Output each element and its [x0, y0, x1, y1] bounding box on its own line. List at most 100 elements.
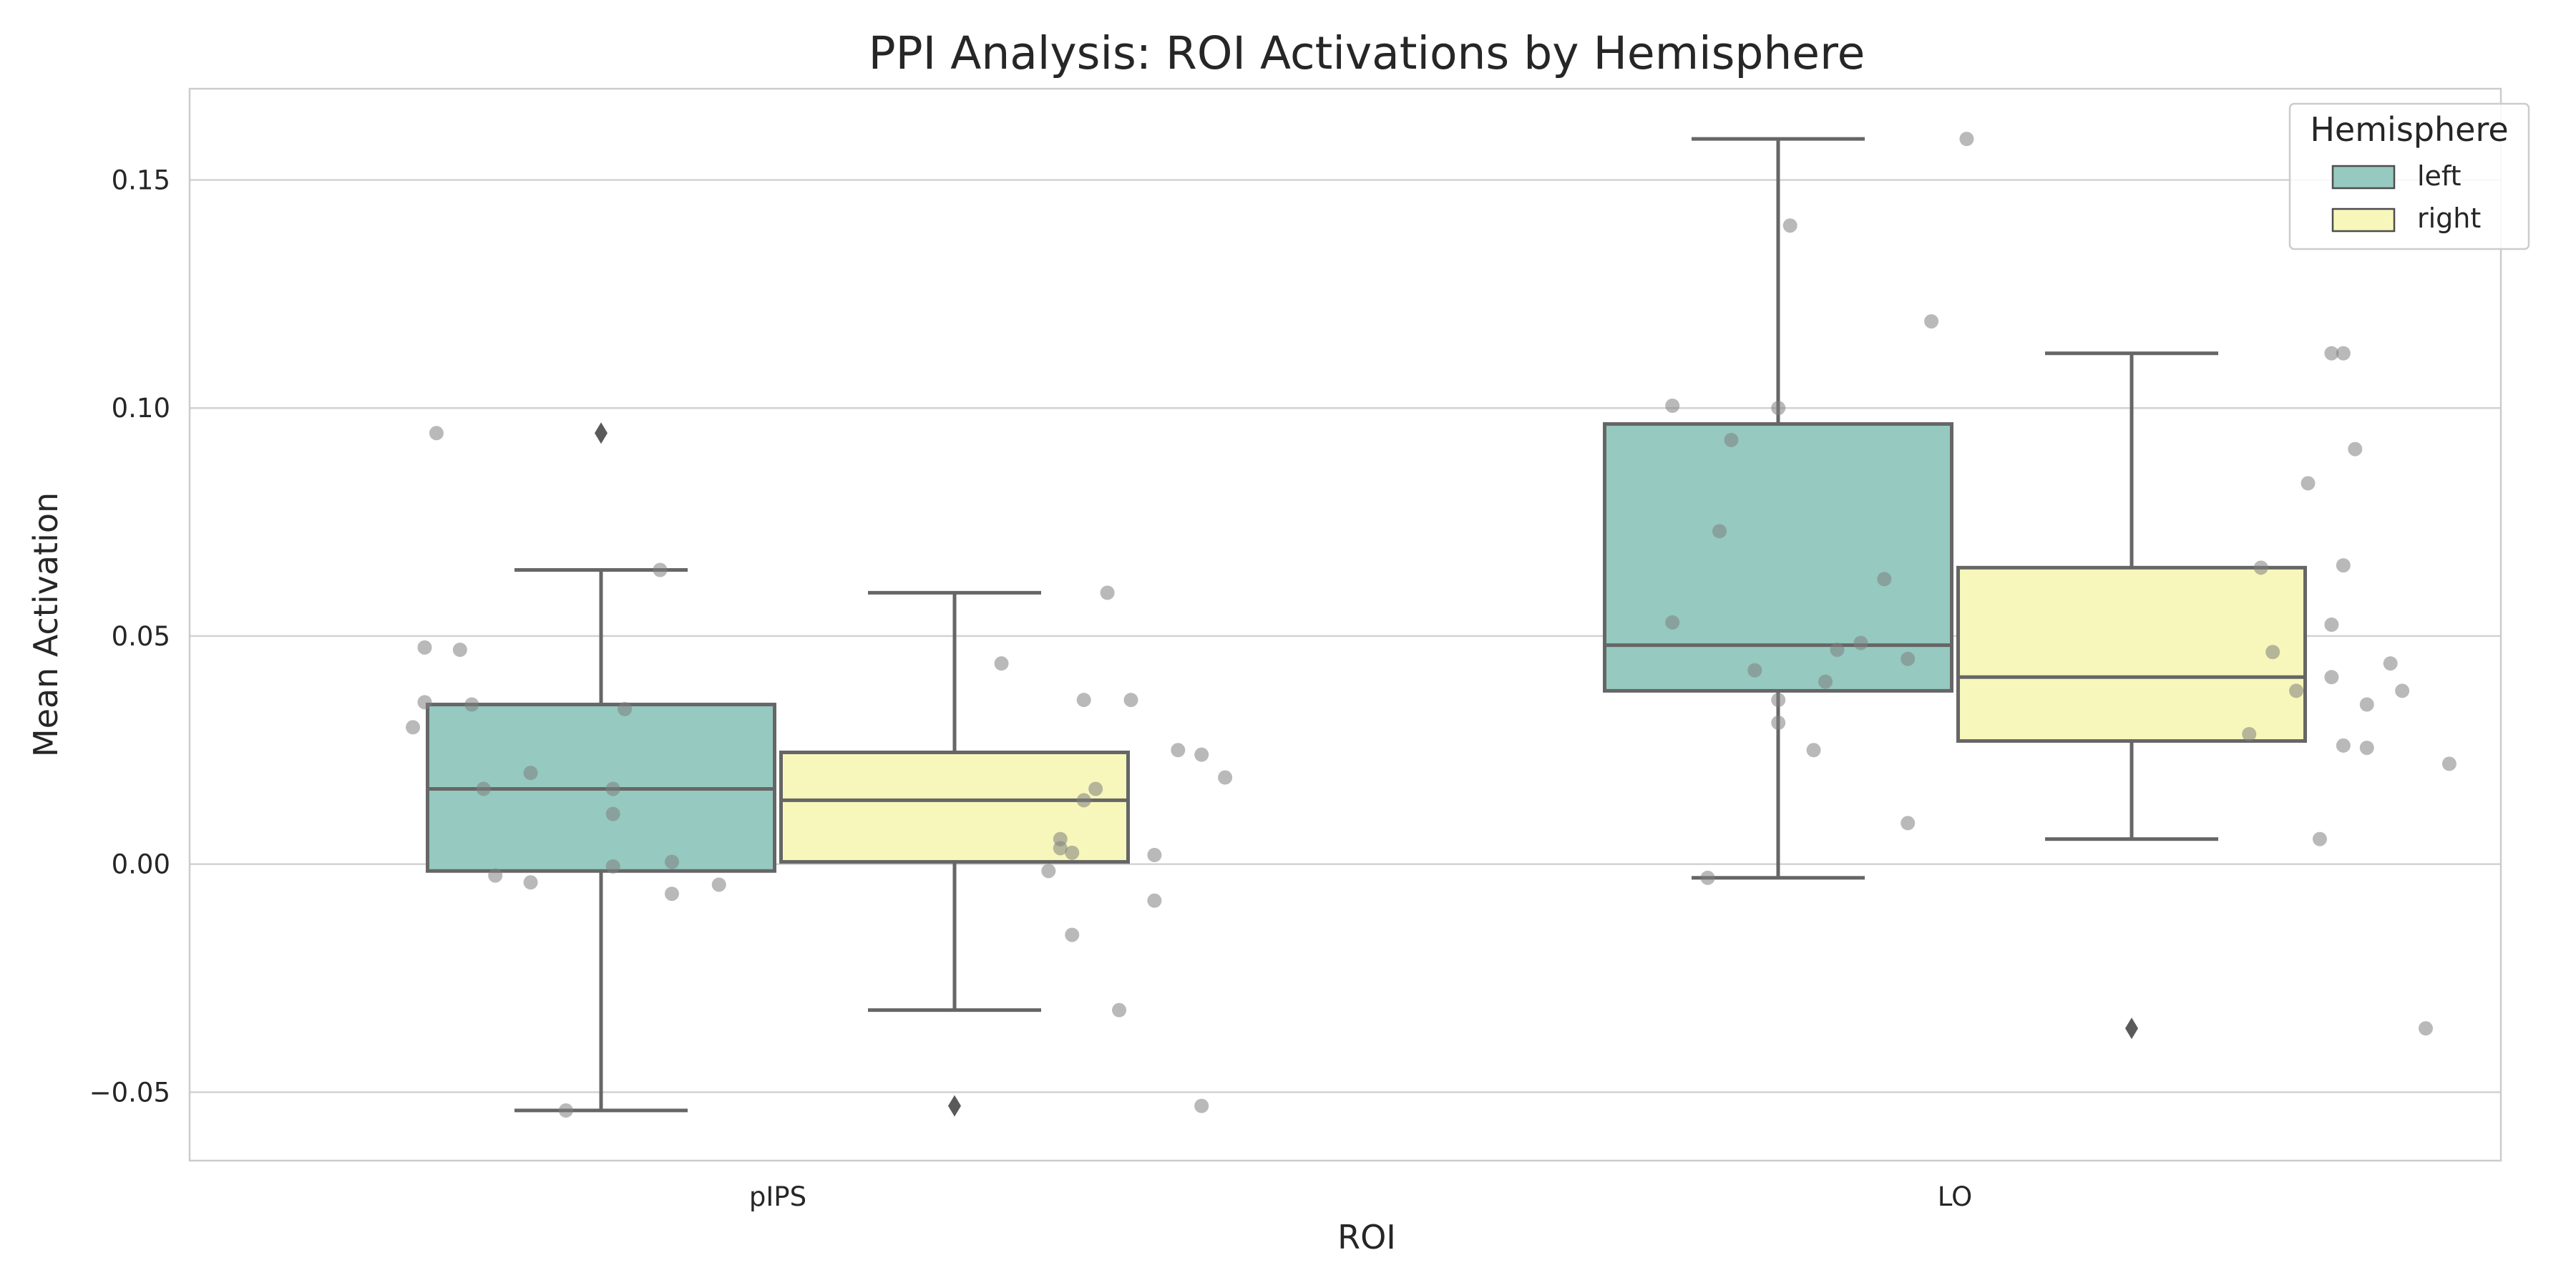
- strip-point: [1123, 693, 1138, 708]
- strip-point: [994, 656, 1009, 671]
- strip-point: [1818, 674, 1833, 689]
- strip-points: [406, 132, 2457, 1118]
- strip-point: [406, 720, 421, 735]
- strip-point: [1194, 747, 1209, 762]
- strip-point: [1877, 572, 1892, 587]
- strip-point: [1100, 585, 1115, 600]
- strip-point: [2301, 476, 2316, 491]
- strip-point: [429, 426, 444, 441]
- strip-point: [2441, 756, 2457, 771]
- strip-point: [1088, 781, 1103, 796]
- strip-point: [653, 562, 668, 577]
- y-tick-label: −0.05: [89, 1077, 170, 1108]
- x-axis-label: ROI: [1337, 1218, 1396, 1257]
- legend-swatch-left: [2331, 165, 2396, 190]
- y-tick-label: 0.10: [112, 393, 170, 424]
- legend-label-left: left: [2417, 160, 2462, 192]
- strip-point: [1218, 770, 1233, 785]
- strip-point: [1076, 693, 1091, 708]
- strip-point: [417, 640, 432, 655]
- strip-point: [1853, 635, 1868, 650]
- y-tick-label: 0.00: [112, 849, 170, 880]
- y-tick-label: 0.05: [112, 621, 170, 652]
- strip-point: [2312, 831, 2327, 847]
- strip-point: [1147, 847, 1162, 862]
- strip-point: [1724, 432, 1739, 447]
- strip-point: [1665, 615, 1680, 630]
- strip-point: [2336, 558, 2351, 573]
- strip-point: [1076, 793, 1091, 808]
- strip-point: [2336, 346, 2351, 361]
- plot-frame: [188, 87, 2502, 1162]
- strip-point: [1806, 743, 1821, 758]
- iqr-box: [1956, 565, 2307, 743]
- strip-point: [1171, 743, 1186, 758]
- strip-point: [605, 859, 620, 874]
- outlier-marker: [2125, 1018, 2138, 1040]
- strip-point: [1771, 401, 1786, 416]
- axes: −0.05 0.00 0.05 0.10 0.15 pIPS LO: [89, 165, 1973, 1212]
- outlier-marker: [595, 422, 608, 444]
- strip-point: [417, 695, 432, 710]
- strip-point: [1830, 643, 1845, 658]
- strip-point: [2324, 346, 2339, 361]
- strip-point: [523, 766, 538, 781]
- strip-point: [2324, 670, 2339, 685]
- strip-point: [664, 854, 679, 869]
- legend-title: Hemisphere: [2310, 110, 2508, 149]
- strip-point: [2359, 697, 2374, 712]
- strip-point: [2324, 618, 2339, 632]
- strip-point: [1065, 927, 1080, 942]
- strip-point: [2242, 726, 2257, 741]
- strip-point: [1924, 314, 1939, 329]
- strip-point: [1747, 663, 1762, 678]
- strip-point: [1194, 1098, 1209, 1113]
- box-right-pIPS: [779, 590, 1130, 1117]
- y-tick-label: 0.15: [112, 165, 170, 195]
- legend: Hemisphere left right: [2288, 102, 2530, 250]
- strip-point: [2253, 560, 2268, 575]
- strip-point: [1147, 893, 1162, 908]
- strip-point: [2265, 645, 2280, 660]
- strip-point: [1041, 864, 1056, 879]
- strip-point: [1712, 524, 1727, 539]
- strip-point: [2359, 741, 2374, 756]
- strip-point: [1700, 870, 1715, 885]
- strip-point: [1112, 1002, 1127, 1018]
- y-axis-label: Mean Activation: [26, 492, 65, 757]
- strip-point: [605, 781, 620, 796]
- strip-point: [523, 875, 538, 890]
- box-left-LO: [1603, 137, 1953, 880]
- strip-point: [488, 868, 503, 883]
- strip-point: [1959, 132, 1974, 147]
- strip-point: [2395, 683, 2410, 698]
- strip-point: [1771, 716, 1786, 731]
- x-tick-label: pIPS: [749, 1181, 806, 1212]
- strip-point: [1053, 841, 1068, 856]
- legend-swatch-right: [2331, 208, 2396, 233]
- strip-point: [1901, 816, 1916, 831]
- strip-point: [558, 1103, 573, 1118]
- strip-point: [464, 697, 479, 712]
- strip-point: [2348, 441, 2363, 457]
- iqr-box: [1603, 422, 1953, 693]
- strip-point: [2336, 738, 2351, 753]
- strip-point: [605, 806, 620, 821]
- strip-point: [711, 877, 726, 892]
- box-right-LO: [1956, 351, 2307, 1040]
- strip-point: [1782, 218, 1797, 233]
- strip-point: [2419, 1021, 2433, 1036]
- strip-point: [664, 887, 679, 902]
- x-tick-label: LO: [1938, 1181, 1972, 1212]
- outlier-marker: [948, 1095, 961, 1117]
- strip-point: [618, 701, 633, 716]
- strip-point: [452, 643, 467, 658]
- strip-point: [2383, 656, 2398, 671]
- chart-title: PPI Analysis: ROI Activations by Hemisph…: [869, 27, 1865, 79]
- strip-point: [1901, 651, 1916, 666]
- strip-point: [1665, 399, 1680, 414]
- strip-point: [1771, 693, 1786, 708]
- strip-point: [2289, 683, 2304, 698]
- strip-point: [1065, 845, 1080, 860]
